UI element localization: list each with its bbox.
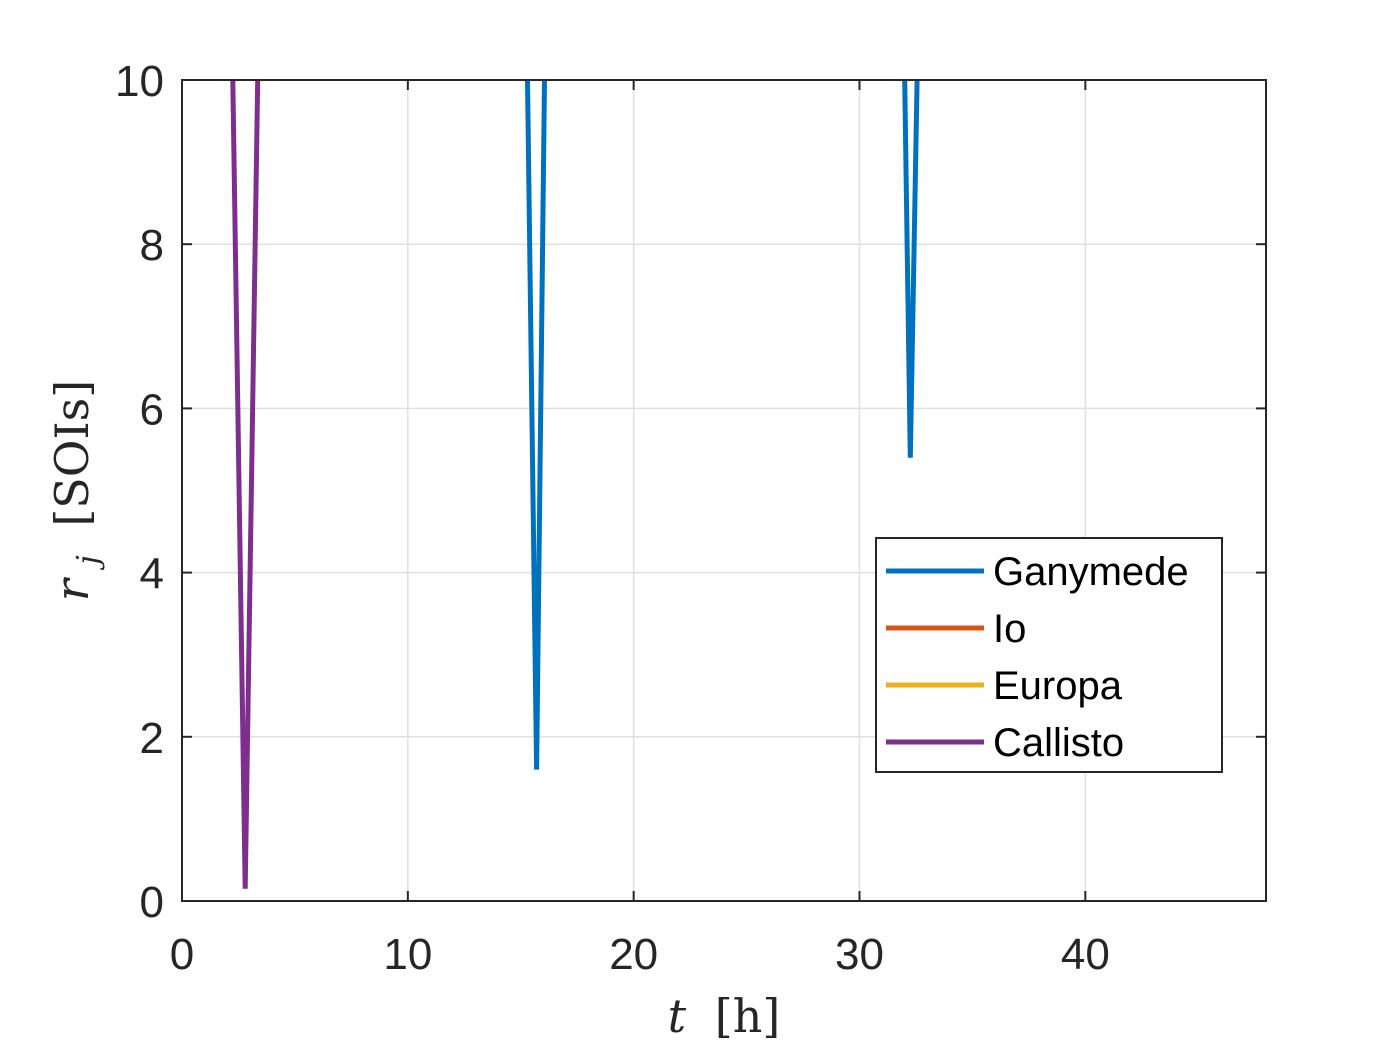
y-tick-label: 0 [140, 878, 164, 927]
x-axis-label: t [h] [668, 989, 781, 1043]
series-lines [230, 79, 920, 889]
axes-box [181, 79, 1267, 902]
legend: Ganymede Io Europa Callisto [875, 537, 1223, 773]
legend-label: Io [993, 607, 1026, 651]
x-tick-label: 40 [1061, 930, 1110, 979]
axis-labels: t [h] r j [SOIs] [45, 380, 780, 1043]
series-line-callisto [230, 79, 261, 889]
x-tick-label: 30 [835, 930, 884, 979]
y-axis-unit: [SOIs] [45, 380, 99, 527]
y-tick-label: 4 [140, 550, 164, 599]
x-axis-variable: t [668, 989, 687, 1043]
y-tick-label: 8 [140, 221, 164, 270]
x-tick-label: 20 [609, 930, 658, 979]
y-tick-label: 10 [115, 57, 164, 106]
y-axis-label: r j [SOIs] [45, 380, 109, 601]
series-line-ganymede [902, 79, 920, 458]
y-axis-subscript: j [71, 555, 106, 570]
legend-box [875, 537, 1223, 773]
y-axis-variable: r [45, 576, 99, 601]
x-tick-label: 0 [170, 930, 194, 979]
legend-label: Ganymede [993, 550, 1189, 594]
series-line-ganymede [525, 79, 547, 770]
y-tick-label: 6 [140, 385, 164, 434]
legend-label: Callisto [993, 721, 1124, 765]
x-tick-label: 10 [383, 930, 432, 979]
ticks: 0 10 20 30 40 0 2 4 6 8 10 [115, 57, 1266, 979]
grid [182, 80, 1266, 901]
y-tick-label: 2 [140, 714, 164, 763]
legend-label: Europa [993, 664, 1123, 708]
x-axis-unit: [h] [715, 989, 781, 1043]
